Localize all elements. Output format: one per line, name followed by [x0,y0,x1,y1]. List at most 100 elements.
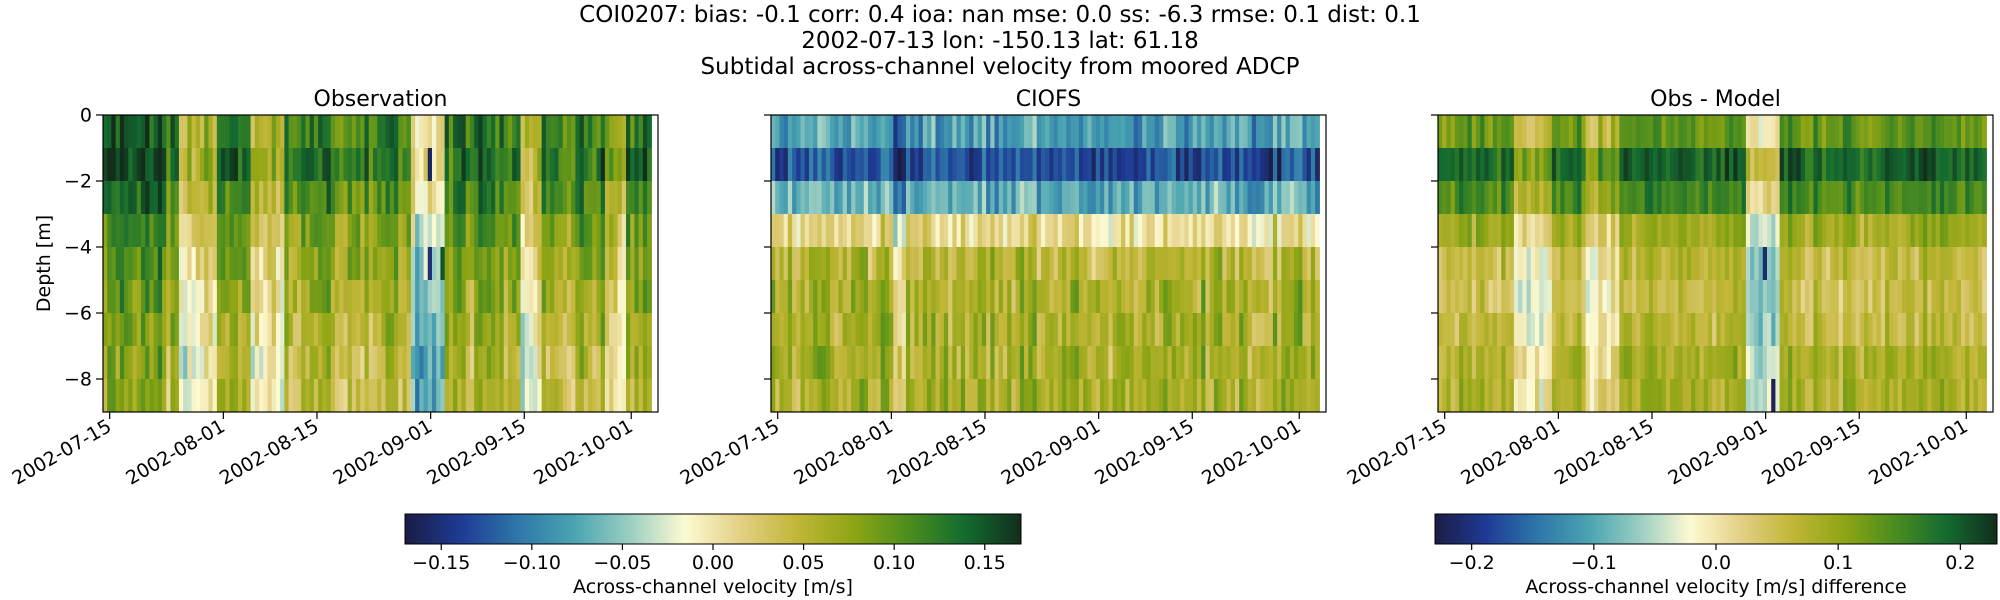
heatmap-cell [969,115,975,149]
heatmap-cell [503,346,509,380]
heatmap-cell [469,280,475,314]
heatmap-cell [1585,247,1591,281]
heatmap-cell [1901,181,1907,215]
heatmap-cell [107,379,113,412]
heatmap-cell [419,181,425,215]
heatmap-cell [634,346,640,380]
heatmap-cell [216,346,222,380]
heatmap-cell [537,313,543,347]
heatmap-cell [347,379,353,412]
heatmap-cell [1074,346,1080,380]
heatmap-cell [872,280,878,314]
heatmap-cell [119,280,125,314]
heatmap-cell [1944,379,1949,412]
heatmap-cell [1513,181,1519,215]
heatmap-cell [1686,379,1692,412]
heatmap-cell [1480,379,1485,412]
heatmap-cell [103,247,108,281]
heatmap-cell [259,115,264,149]
heatmap-cell [558,115,564,149]
heatmap-cell [204,346,210,380]
heatmap-cell [1192,313,1198,347]
heatmap-cell [448,247,454,281]
heatmap-cell [1137,379,1143,412]
heatmap-cell [884,247,890,281]
heatmap-cell [893,115,899,149]
heatmap-cell [1876,115,1882,149]
heatmap-cell [851,379,856,412]
heatmap-cell [1817,280,1823,314]
heatmap-cell [1150,214,1156,248]
heatmap-cell [271,313,277,347]
heatmap-cell [427,313,433,347]
heatmap-cell [1568,379,1574,412]
heatmap-cell [507,214,513,248]
heatmap-cell [1560,313,1566,347]
heatmap-cell [1007,148,1013,182]
heatmap-cell [1644,280,1650,314]
heatmap-cell [356,214,361,248]
heatmap-cell [1838,346,1844,380]
heatmap-cell [339,313,345,347]
heatmap-cell [1226,247,1232,281]
heatmap-cell [431,181,437,215]
heatmap-cell [419,280,425,314]
heatmap-cell [491,247,496,281]
heatmap-cell [851,214,856,248]
heatmap-cell [360,148,366,182]
heatmap-cell [1914,313,1920,347]
heatmap-cell [1213,214,1219,248]
heatmap-cell [124,214,129,248]
heatmap-cell [1977,181,1983,215]
figure-title-line-1: COI0207: bias: -0.1 corr: 0.4 ioa: nan m… [579,2,1421,28]
heatmap-cell [1535,115,1540,149]
heatmap-cell [1800,247,1806,281]
heatmap-cell [1627,280,1633,314]
heatmap-cell [263,214,269,248]
heatmap-cell [771,313,776,347]
heatmap-cell [943,181,949,215]
heatmap-cell [1306,181,1312,215]
heatmap-cell [1821,313,1827,347]
heatmap-cell [1095,148,1101,182]
heatmap-cell [1754,247,1760,281]
heatmap-cell [1615,280,1620,314]
heatmap-cell [1442,181,1448,215]
heatmap-cell [1897,115,1903,149]
heatmap-cell [1526,379,1532,412]
heatmap-cell [524,379,530,412]
heatmap-cell [1268,379,1274,412]
heatmap-cell [351,214,357,248]
heatmap-cell [427,280,433,314]
heatmap-cell [1952,379,1958,412]
heatmap-cell [1471,346,1477,380]
heatmap-cell [1826,214,1831,248]
heatmap-cell [1467,247,1473,281]
heatmap-cell [939,379,945,412]
heatmap-cell [1750,214,1755,248]
heatmap-cell [1028,181,1034,215]
heatmap-cell [1973,181,1979,215]
heatmap-cell [288,313,294,347]
heatmap-cell [364,313,370,347]
heatmap-cell [436,214,442,248]
heatmap-cell [398,313,404,347]
heatmap-cell [1306,214,1312,248]
heatmap-cell [1885,214,1890,248]
heatmap-cell [792,115,797,149]
heatmap-cell [1264,214,1270,248]
heatmap-cell [796,280,802,314]
heatmap-cell [792,379,797,412]
heatmap-cell [191,148,197,182]
heatmap-cell [943,115,949,149]
heatmap-cell [212,346,218,380]
heatmap-cell [1108,148,1114,182]
heatmap-cell [1467,214,1473,248]
heatmap-cell [1589,148,1595,182]
heatmap-cell [545,214,551,248]
heatmap-cell [1480,346,1485,380]
heatmap-cell [1239,148,1244,182]
heatmap-cell [1897,313,1903,347]
heatmap-cell [537,115,543,149]
heatmap-cell [1467,280,1473,314]
